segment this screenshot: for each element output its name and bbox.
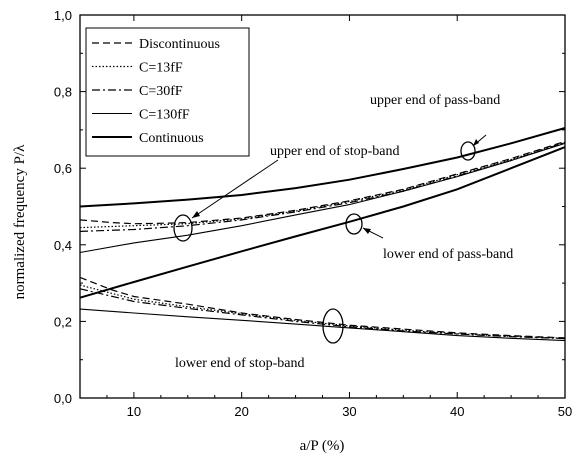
legend-label-0: Discontinuous bbox=[139, 37, 220, 52]
series-line-2-branch-1 bbox=[79, 288, 566, 340]
x-tick-label: 20 bbox=[234, 404, 248, 419]
y-tick-label: 0,4 bbox=[54, 238, 72, 253]
annotation-lower-stop-band: lower end of stop-band bbox=[175, 356, 304, 371]
stop-band-lower-marker bbox=[322, 308, 344, 344]
legend-label-4: Continuous bbox=[139, 131, 204, 146]
legend-box bbox=[85, 27, 250, 157]
annotations: upper end of pass-band upper end of stop… bbox=[173, 93, 513, 371]
series-line-1-branch-0 bbox=[79, 141, 566, 229]
legend-label-2: C=30fF bbox=[139, 84, 183, 99]
stop-band-upper-arrowhead bbox=[192, 211, 200, 218]
series-line-3-branch-0 bbox=[79, 142, 566, 254]
series-lines bbox=[79, 127, 566, 342]
y-tick-label: 0,2 bbox=[54, 314, 72, 329]
y-tick-label: 0,6 bbox=[54, 161, 72, 176]
pass-band-lower-marker bbox=[345, 213, 363, 235]
annotation-lower-pass-band: lower end of pass-band bbox=[383, 247, 513, 262]
x-tick-label: 10 bbox=[127, 404, 141, 419]
legend-label-3: C=130fF bbox=[139, 108, 190, 123]
y-tick-label: 1,0 bbox=[54, 8, 72, 23]
x-tick-label: 30 bbox=[342, 404, 356, 419]
y-tick-label: 0,8 bbox=[54, 85, 72, 100]
annotation-upper-stop-band: upper end of stop-band bbox=[270, 144, 399, 159]
y-axis-label: normalized frequency P/λ bbox=[12, 144, 28, 299]
x-tick-label: 40 bbox=[450, 404, 464, 419]
series-line-0-branch-0 bbox=[79, 140, 566, 225]
stop-band-upper-marker bbox=[173, 214, 193, 242]
axes: 10 20 30 40 50 0,0 0,2 0,4 0,6 0,8 1,0 bbox=[54, 8, 572, 419]
x-axis-label: a/P (%) bbox=[300, 438, 345, 454]
legend-label-1: C=13fF bbox=[139, 61, 183, 76]
pass-band-upper-arrowhead bbox=[473, 139, 479, 146]
x-tick-label: 50 bbox=[558, 404, 572, 419]
series-line-4-branch-0 bbox=[79, 127, 566, 208]
y-tick-label: 0,0 bbox=[54, 391, 72, 406]
legend: Discontinuous C=13fF C=30fF C=130fF Continuo… bbox=[85, 27, 250, 157]
series-line-1-branch-1 bbox=[79, 284, 566, 339]
series-line-4-branch-1 bbox=[79, 146, 566, 299]
series-line-0-branch-1 bbox=[79, 276, 566, 339]
series-line-2-branch-0 bbox=[79, 141, 566, 232]
pass-band-lower-arrowhead bbox=[363, 228, 371, 234]
stop-band-upper-arrow bbox=[191, 159, 279, 219]
pass-band-upper-marker bbox=[460, 141, 476, 161]
annotation-upper-pass-band: upper end of pass-band bbox=[370, 93, 500, 108]
